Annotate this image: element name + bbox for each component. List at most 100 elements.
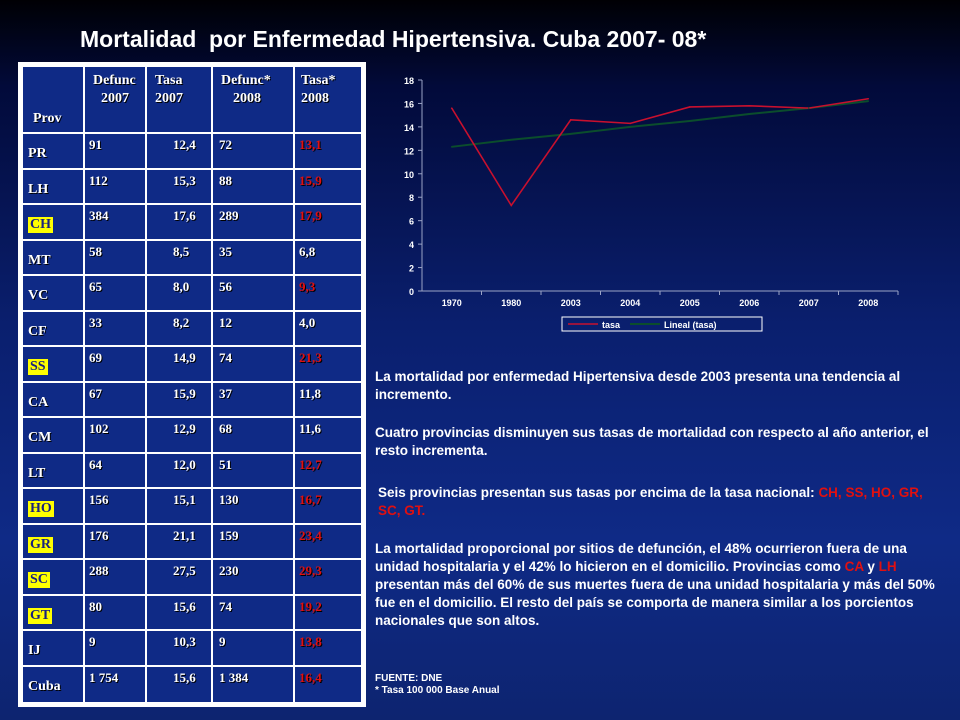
- x-tick-label: 1980: [501, 298, 521, 308]
- hypertension-rate-chart: 0 2 4 6 8 10 12 14 16 18 1970 1980 2003 2004 2005 2006 2…: [372, 62, 912, 342]
- table-cell-prov: CM: [28, 430, 52, 445]
- header-defunc-2008-year: 2008: [233, 91, 261, 106]
- table-cell-prov: CA: [28, 394, 49, 410]
- data-point-tasa: [688, 106, 691, 108]
- table-cell-tasa-2008: 4,0: [299, 314, 316, 330]
- table-cell-tasa-2007: 17,6: [173, 208, 196, 223]
- table-cell-defunc-2008: 74: [219, 350, 232, 365]
- y-tick-label: 4: [409, 240, 414, 250]
- table-cell-tasa-2007: 10,3: [173, 634, 196, 649]
- table-row-divider: [23, 309, 361, 312]
- table-cell-tasa-2007: 8,2: [173, 314, 190, 330]
- x-tick-label: 2004: [620, 298, 640, 308]
- header-tasa-2007: Tasa: [155, 73, 183, 88]
- table-cell-tasa-2008: 15,9: [299, 172, 322, 188]
- table-column-divider: [83, 67, 85, 702]
- line-chart-svg: 0 2 4 6 8 10 12 14 16 18 1970 1980 2003 2004 2005 2006 2…: [404, 76, 899, 332]
- table-cell-defunc-2007: 9: [89, 634, 96, 649]
- x-tick-label: 1970: [442, 298, 462, 308]
- data-point-tasa: [450, 107, 453, 109]
- table-header-divider: [23, 132, 361, 134]
- table-cell-defunc-2007: 69: [89, 350, 102, 365]
- table-cell-tasa-2007: 15,1: [173, 492, 196, 507]
- table-cell-defunc-2008: 72: [219, 137, 232, 152]
- table-column-divider: [145, 67, 147, 702]
- table-cell-tasa-2007: 15,6: [173, 598, 196, 614]
- y-tick-label: 0: [409, 287, 414, 297]
- table-cell-defunc-2008: 35: [219, 243, 232, 259]
- paragraph-trend: La mortalidad por enfermedad Hipertensiv…: [375, 369, 901, 402]
- table-cell-tasa-2007: 12,0: [173, 456, 196, 472]
- proportional-text-a: La mortalidad proporcional por sitios de…: [375, 541, 907, 574]
- table-row-divider: [23, 203, 361, 205]
- y-tick-label: 8: [409, 193, 414, 203]
- table-cell-defunc-2008: 9: [219, 634, 226, 649]
- above-national-provinces: CH, SS, HO, GR, SC, GT.: [378, 485, 923, 518]
- table-row-divider: [23, 380, 361, 383]
- source-note: FUENTE: DNE: [375, 673, 443, 684]
- y-tick-label: 12: [404, 146, 414, 156]
- table-cell-prov: PR: [28, 146, 47, 161]
- y-tick-label: 16: [404, 99, 414, 109]
- header-defunc-2007: Defunc: [93, 73, 136, 88]
- table-cell-tasa-2007: 27,5: [173, 563, 196, 578]
- table-cell-tasa-2008: 11,6: [299, 421, 322, 436]
- table-cell-prov: VC: [28, 288, 49, 303]
- table-cell-prov: CF: [28, 323, 47, 339]
- paragraph-decrease: Cuatro provincias disminuyen sus tasas d…: [375, 425, 929, 458]
- table-cell-defunc-2007: 176: [89, 527, 109, 543]
- table-cell-defunc-2007: 80: [89, 598, 102, 614]
- table-cell-tasa-2007: 8,5: [173, 243, 190, 259]
- table-cell-tasa-2008: 16,7: [299, 492, 322, 507]
- data-point-lineal: [807, 107, 810, 109]
- table-cell-tasa-2008: 19,2: [299, 598, 322, 614]
- table-cell-prov: LH: [28, 181, 49, 197]
- table-cell-tasa-2007: 15,9: [173, 385, 196, 401]
- table-cell-prov: GR: [28, 536, 53, 553]
- y-tick-label: 6: [409, 217, 414, 227]
- table-cell-prov: LT: [28, 465, 46, 481]
- table-cell-defunc-2008: 51: [219, 456, 232, 472]
- table-cell-prov: Cuba: [28, 678, 61, 694]
- rate-footnote: * Tasa 100 000 Base Anual: [375, 685, 500, 696]
- table-cell-tasa-2008: 23,4: [299, 527, 322, 543]
- table-cell-tasa-2007: 12,9: [173, 421, 196, 436]
- table-cell-tasa-2007: 14,9: [173, 350, 196, 365]
- table-cell-defunc-2007: 156: [89, 492, 109, 507]
- table-cell-tasa-2008: 9,3: [299, 279, 316, 294]
- table-cell-tasa-2008: 21,3: [299, 350, 322, 365]
- y-tick-label: 10: [404, 170, 414, 180]
- table-row-divider: [23, 629, 361, 631]
- table-cell-prov: HO: [28, 501, 54, 517]
- table-row-divider: [23, 238, 361, 241]
- table-cell-defunc-2008: 74: [219, 598, 232, 614]
- series-line-lineal: [451, 100, 869, 148]
- data-point-tasa: [629, 122, 632, 125]
- above-national-text: Seis provincias presentan sus tasas por …: [378, 485, 819, 500]
- table-cell-tasa-2008: 16,4: [299, 669, 322, 685]
- table-row-divider: [23, 167, 361, 170]
- paragraph-above-national: Seis provincias presentan sus tasas por …: [378, 484, 938, 520]
- y-tick-label: 18: [404, 76, 414, 86]
- legend-box: [561, 316, 763, 332]
- table-cell-tasa-2007: 15,6: [173, 669, 196, 685]
- y-tick-label: 14: [404, 123, 414, 133]
- data-point-tasa: [510, 204, 513, 207]
- table-column-divider: [293, 67, 295, 702]
- table-cell-prov: GT: [28, 607, 53, 624]
- table-cell-prov: SS: [28, 359, 48, 375]
- table-row-divider: [23, 593, 361, 596]
- table-cell-defunc-2007: 112: [89, 172, 108, 188]
- series-line-tasa: [451, 97, 869, 207]
- table-cell-defunc-2008: 230: [219, 563, 239, 578]
- table-cell-tasa-2008: 13,8: [299, 634, 322, 649]
- table-cell-defunc-2008: 88: [219, 172, 232, 188]
- table-row-divider: [23, 558, 361, 560]
- table-cell-defunc-2008: 56: [219, 279, 232, 294]
- table-cell-defunc-2007: 288: [89, 563, 109, 578]
- data-point-tasa: [748, 104, 751, 107]
- legend-label-lineal: Lineal (tasa): [664, 320, 717, 330]
- x-tick-label: 2008: [858, 298, 878, 308]
- x-tick-label: 2006: [739, 298, 759, 308]
- table-cell-tasa-2008: 13,1: [299, 137, 322, 152]
